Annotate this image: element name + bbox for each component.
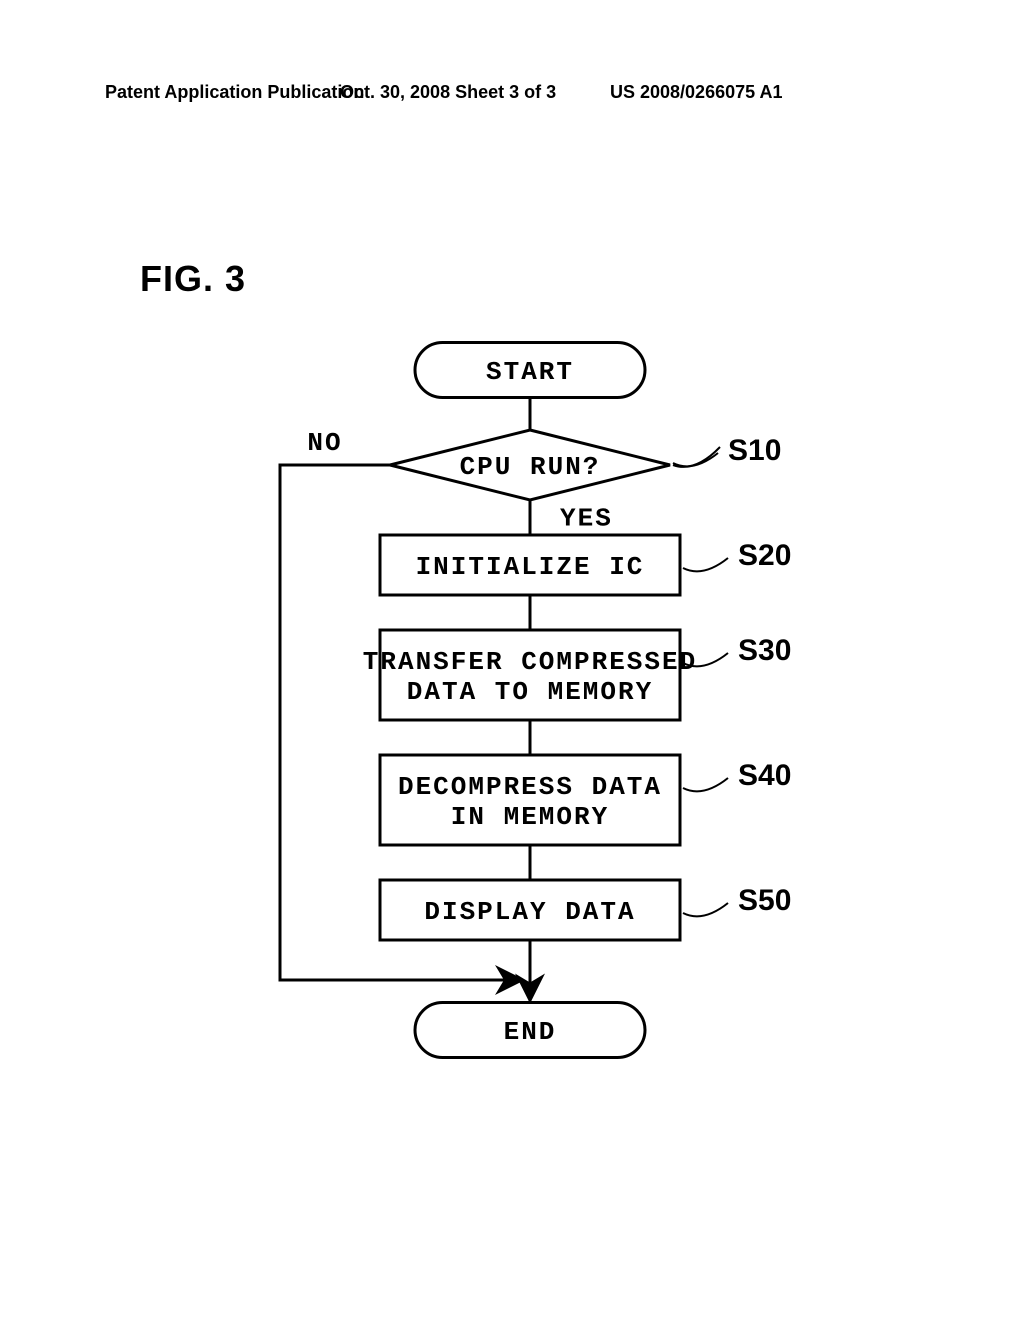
node-label: DATA TO MEMORY xyxy=(407,677,653,707)
leader-line xyxy=(683,558,728,571)
header-date-sheet: Oct. 30, 2008 Sheet 3 of 3 xyxy=(340,82,556,103)
figure-label: FIG. 3 xyxy=(140,258,246,300)
flowchart-diagram: YES NO START CPU RUN? S10 INITIALIZE IC S20 TRA… xyxy=(250,340,870,1100)
step-label-s10: S10 xyxy=(728,434,781,467)
edge-label-no: NO xyxy=(307,428,342,458)
step-label-s40: S40 xyxy=(738,759,791,792)
edge-label-yes: YES xyxy=(560,504,613,534)
node-label: DECOMPRESS DATA xyxy=(398,772,662,802)
node-label: DISPLAY DATA xyxy=(424,897,635,927)
header-patent-number: US 2008/0266075 A1 xyxy=(610,82,782,103)
node-label: INITIALIZE IC xyxy=(416,552,645,582)
node-label: START xyxy=(486,357,574,387)
leader-line xyxy=(683,778,728,791)
step-label-s20: S20 xyxy=(738,539,791,572)
step-label-s30: S30 xyxy=(738,634,791,667)
leader-line xyxy=(683,903,728,916)
node-label: CPU RUN? xyxy=(460,452,601,482)
header-publication: Patent Application Publication xyxy=(105,82,364,103)
node-label: IN MEMORY xyxy=(451,802,609,832)
node-label: END xyxy=(504,1017,557,1047)
node-label: TRANSFER COMPRESSED xyxy=(363,647,697,677)
step-label-s50: S50 xyxy=(738,884,791,917)
